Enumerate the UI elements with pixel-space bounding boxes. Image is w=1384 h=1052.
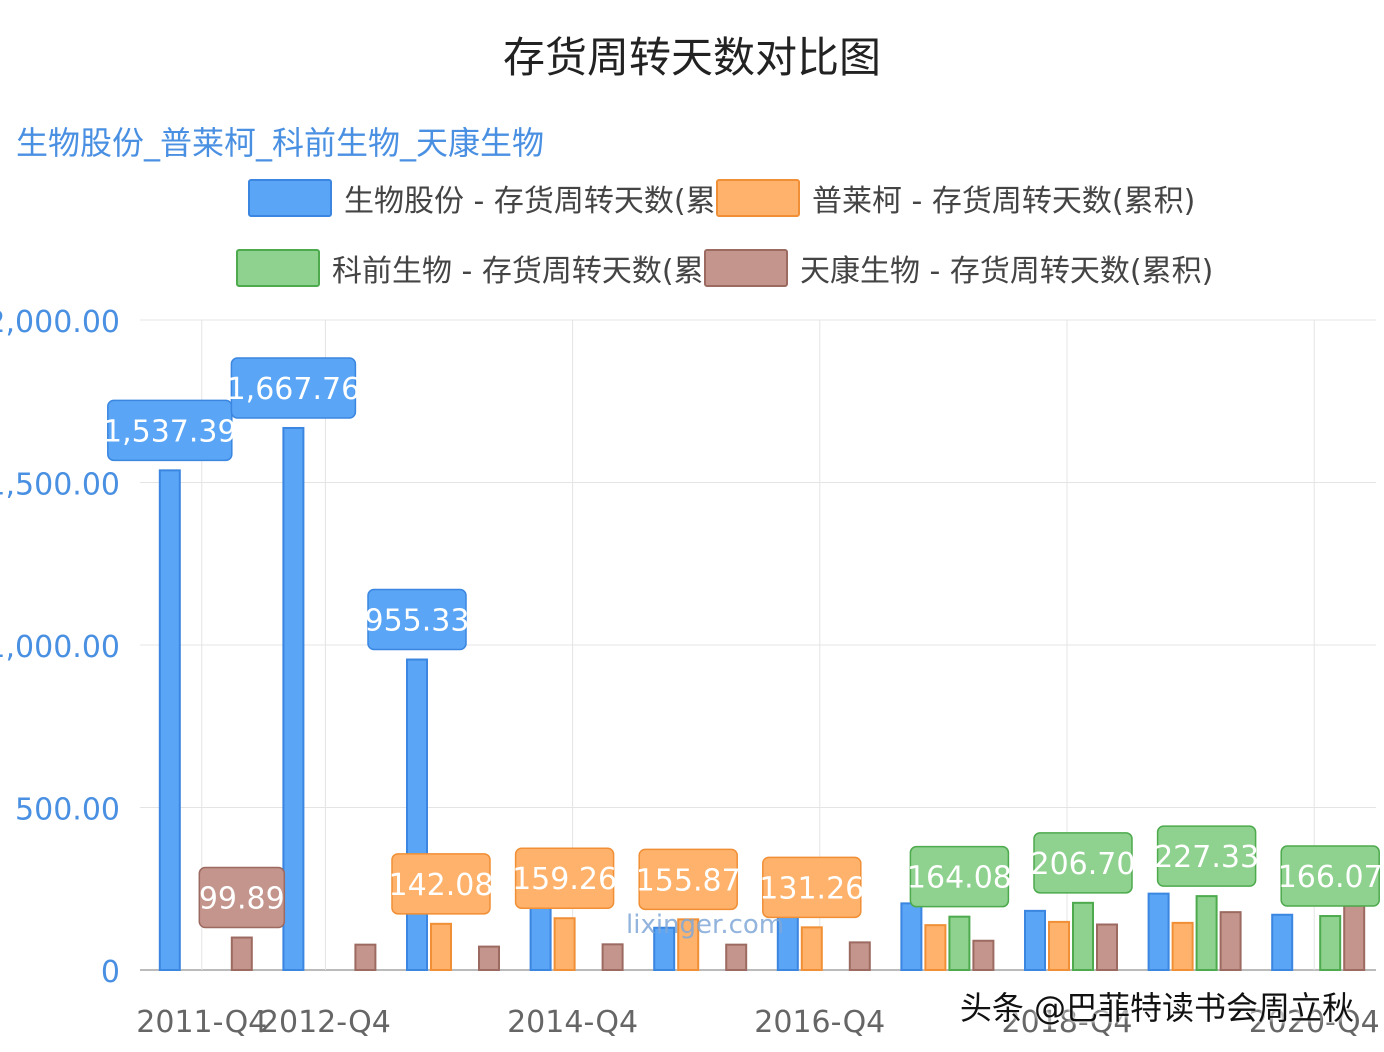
- bar-series-1-2011-Q4[interactable]: [158, 469, 181, 971]
- x-tick-label: 2016-Q4: [754, 1005, 885, 1040]
- chart-subtitle: 生物股份_普莱柯_科前生物_天康生物: [16, 124, 545, 162]
- watermark-caption: 头条 @巴菲特读书会周立秋: [959, 989, 1354, 1027]
- bar-series-1-2012-Q4[interactable]: [282, 426, 305, 971]
- legend-item-series-2[interactable]: 普莱柯 - 存货周转天数(累积): [716, 176, 1195, 220]
- legend-item-series-3[interactable]: 科前生物 - 存货周转天数(累积): [236, 246, 745, 290]
- site-watermark: lixinger.com: [626, 910, 785, 940]
- bar-series-1-2020-Q4[interactable]: [1271, 913, 1294, 971]
- bar-series-1-2013-Q4[interactable]: [406, 658, 428, 971]
- legend-swatch-series-4: [704, 249, 788, 287]
- data-label: 155.87: [636, 863, 741, 898]
- bar-series-4-2011-Q4[interactable]: [230, 936, 253, 972]
- data-label-box: [367, 588, 467, 651]
- bar-series-4-2014-Q4[interactable]: [601, 943, 624, 972]
- data-label: 206.70: [1031, 847, 1136, 882]
- data-label-box: [230, 357, 357, 419]
- bar-series-1-2017-Q4[interactable]: [900, 902, 923, 971]
- data-label-box: [1280, 845, 1380, 907]
- bar-series-4-2012-Q4[interactable]: [354, 943, 377, 972]
- bar-series-2-2016-Q4[interactable]: [800, 926, 823, 972]
- data-label: 159.26: [512, 862, 617, 897]
- data-label-box: [638, 848, 738, 911]
- bar-series-2-2018-Q4[interactable]: [1048, 920, 1070, 972]
- bar-series-2-2019-Q4[interactable]: [1171, 921, 1194, 971]
- legend-label-series-3: 科前生物 - 存货周转天数(累积): [332, 254, 746, 289]
- y-tick-label: 0: [101, 955, 120, 990]
- legend-swatch-series-1: [248, 179, 332, 217]
- bar-series-1-2018-Q4[interactable]: [1024, 909, 1046, 971]
- bar-series-3-2017-Q4[interactable]: [948, 915, 971, 972]
- bar-series-2-2017-Q4[interactable]: [924, 924, 947, 972]
- x-tick-label: 2011-Q4: [136, 1005, 267, 1040]
- bar-series-1-2019-Q4[interactable]: [1147, 892, 1170, 971]
- data-label-box: [107, 399, 233, 462]
- bar-series-1-2015-Q4[interactable]: [653, 926, 676, 971]
- x-tick-label: 2012-Q4: [260, 1005, 391, 1040]
- data-label-box: [762, 856, 862, 919]
- legend-swatch-series-2: [716, 179, 800, 217]
- y-tick-label: 1,500.00: [0, 468, 120, 503]
- bar-series-3-2020-Q4[interactable]: [1319, 915, 1342, 971]
- data-label-box: [514, 847, 615, 909]
- data-label: 164.08: [907, 861, 1012, 896]
- x-tick-label: 2014-Q4: [507, 1005, 638, 1040]
- bar-series-3-2018-Q4[interactable]: [1072, 901, 1094, 972]
- bar-series-2-2013-Q4[interactable]: [430, 922, 452, 971]
- data-label-box: [391, 853, 491, 915]
- data-label-box: [1156, 825, 1257, 887]
- bar-series-4-2015-Q4[interactable]: [725, 943, 748, 972]
- data-label: 1,667.76: [227, 372, 361, 407]
- bar-series-4-2018-Q4[interactable]: [1096, 923, 1118, 971]
- legend-label-series-2: 普莱柯 - 存货周转天数(累积): [812, 184, 1196, 219]
- y-tick-label: 500.00: [15, 793, 120, 828]
- bar-series-4-2013-Q4[interactable]: [478, 945, 500, 971]
- data-label: 142.08: [389, 868, 494, 903]
- bar-series-4-2017-Q4[interactable]: [972, 939, 995, 971]
- legend-swatch-series-3: [236, 249, 320, 287]
- chart-title: 存货周转天数对比图: [502, 33, 881, 82]
- legend-item-series-4[interactable]: 天康生物 - 存货周转天数(累积): [704, 246, 1213, 290]
- data-label: 166.07: [1278, 860, 1383, 895]
- data-label-box: [909, 845, 1010, 908]
- data-label: 227.33: [1154, 840, 1259, 875]
- bar-series-2-2014-Q4[interactable]: [553, 917, 576, 971]
- x-tick-label: 2018-Q4: [1002, 1005, 1133, 1040]
- data-label: 1,537.39: [103, 414, 237, 449]
- bar-series-4-2016-Q4[interactable]: [848, 941, 871, 971]
- legend-label-series-4: 天康生物 - 存货周转天数(累积): [800, 254, 1214, 289]
- legend-item-series-1[interactable]: 生物股份 - 存货周转天数(累积): [248, 176, 757, 220]
- legend-label-series-1: 生物股份 - 存货周转天数(累积): [344, 184, 758, 219]
- data-label: 955.33: [365, 604, 470, 639]
- x-tick-label: 2020-Q4: [1249, 1005, 1380, 1040]
- y-tick-label: 1,000.00: [0, 630, 120, 665]
- data-label-box: [1033, 832, 1133, 894]
- y-tick-label: 2,000.00: [0, 305, 120, 340]
- data-label: 131.26: [759, 871, 864, 906]
- data-label-box: [198, 866, 286, 929]
- data-label: 99.89: [199, 882, 285, 917]
- bar-series-4-2020-Q4[interactable]: [1343, 904, 1366, 972]
- bar-series-2-2015-Q4[interactable]: [677, 918, 700, 971]
- bar-series-3-2019-Q4[interactable]: [1195, 895, 1218, 971]
- bar-series-4-2019-Q4[interactable]: [1219, 911, 1242, 972]
